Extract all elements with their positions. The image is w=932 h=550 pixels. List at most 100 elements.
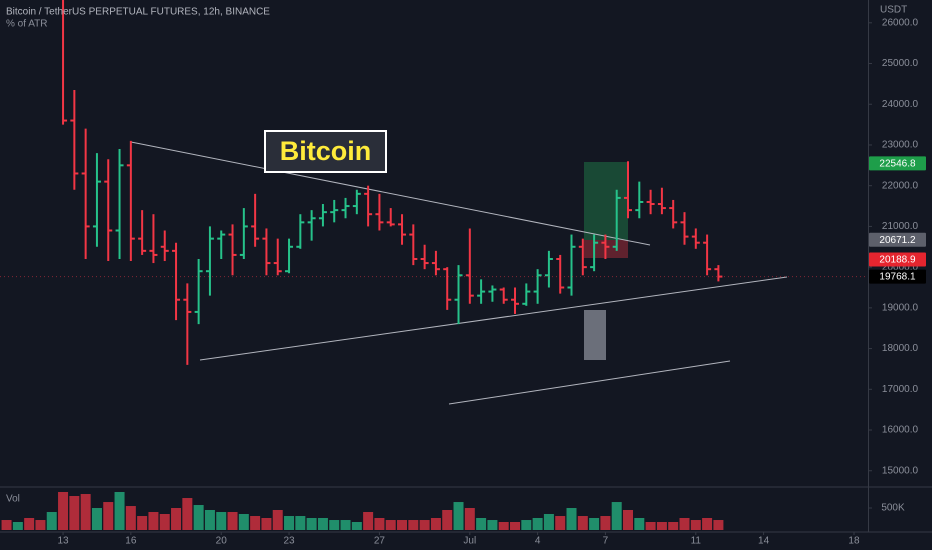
price-label: 19768.1 [879,272,916,283]
x-tick-label: 11 [691,536,702,547]
volume-bar [600,516,611,530]
volume-bar [385,520,396,530]
volume-bar [159,513,170,530]
volume-bar [295,516,306,530]
trend-line [130,141,651,246]
volume-bar [498,521,509,530]
volume-bar [193,505,204,530]
volume-bar [363,512,374,530]
y-tick-label: 17000.0 [882,384,919,395]
volume-bar [69,496,80,530]
volume-tick-label: 500K [881,503,905,514]
volume-bar [464,508,475,530]
volume-bar [227,512,238,530]
volume-bar [566,508,577,530]
price-label: 20188.9 [879,255,916,266]
trend-line [448,360,731,405]
price-label: 20671.2 [879,235,916,246]
volume-bar [351,521,362,530]
volume-bar [80,494,91,530]
volume-bar [634,517,645,530]
volume-bar [171,508,182,530]
y-tick-label: 15000.0 [882,465,919,476]
volume-bar [238,513,249,530]
x-tick-label: 20 [216,536,228,547]
volume-bar [510,521,521,530]
candles [0,0,868,365]
x-tick-label: 23 [283,536,295,547]
volume-bar [12,521,23,530]
volume-bar [306,517,317,530]
x-tick-label: 27 [374,536,386,547]
indicator-label: % of ATR [6,19,48,30]
annotation: Bitcoin [280,136,372,166]
axes: 15000.0 16000.0 17000.0 18000.0 19000.0 20000… [57,17,926,547]
volume-bar [125,506,136,530]
y-tick-label: 25000.0 [882,58,919,69]
volume-bar [35,520,46,530]
annotation-box [264,130,387,173]
profit-zone [584,162,628,240]
volume-bar [317,517,328,530]
volume-bar [690,520,701,530]
price-label-box [869,232,926,247]
gray-box [584,310,606,360]
y-tick-label: 22000.0 [882,180,919,191]
price-label-box [869,269,926,284]
volume-bar [137,516,148,530]
volume-bar [148,512,159,530]
volume-bar [589,517,600,530]
volume-bar [272,509,283,530]
x-tick-label: 16 [125,536,137,547]
y-tick-label: 23000.0 [882,140,919,151]
x-tick-label: 14 [758,536,770,547]
volume-label: Vol [6,494,20,505]
volume-bar [668,521,679,530]
volume-bar [24,517,35,530]
x-tick-label: 4 [535,536,541,547]
volume-bar [679,517,690,530]
y-tick-label: 24000.0 [882,99,919,110]
axis-unit: USDT [880,5,907,16]
y-tick-label: 20000.0 [882,262,919,273]
volume-bar [204,509,215,530]
volume-bar [261,517,272,530]
chart-title: Bitcoin / TetherUS PERPETUAL FUTURES, 12… [6,7,270,18]
volume-bar [46,512,57,530]
volume-bar [442,509,453,530]
volume-bar [430,517,441,530]
x-tick-label: 18 [848,536,860,547]
volume-bar [702,517,713,530]
volume-bar [521,520,532,530]
x-tick-label: 7 [603,536,609,547]
volume-bar [419,520,430,530]
volume-bar [476,517,487,530]
volume-bar [250,516,261,530]
volume-bar [216,512,227,530]
volume-bar [656,521,667,530]
volume-bar [713,520,724,530]
y-tick-label: 18000.0 [882,343,919,354]
volume-bar [58,492,69,530]
trend-line [199,276,788,361]
volume-bar [453,502,464,530]
volume-bar [91,508,102,530]
price-label: 22546.8 [879,159,916,170]
volume-bar [577,516,588,530]
y-tick-label: 21000.0 [882,221,919,232]
volume-bar [340,520,351,530]
volume-bar [114,492,125,530]
volume-bar [182,498,193,530]
volume-bar [645,521,656,530]
volume-bar [555,516,566,530]
price-label-box [869,252,926,267]
volume-bar [543,513,554,530]
volume-bar [611,502,622,530]
y-tick-label: 19000.0 [882,302,919,313]
price-label-box [869,156,926,171]
y-tick-label: 16000.0 [882,425,919,436]
volume-bar [532,517,543,530]
volume-bar [408,520,419,530]
y-tick-label: 26000.0 [882,17,919,28]
